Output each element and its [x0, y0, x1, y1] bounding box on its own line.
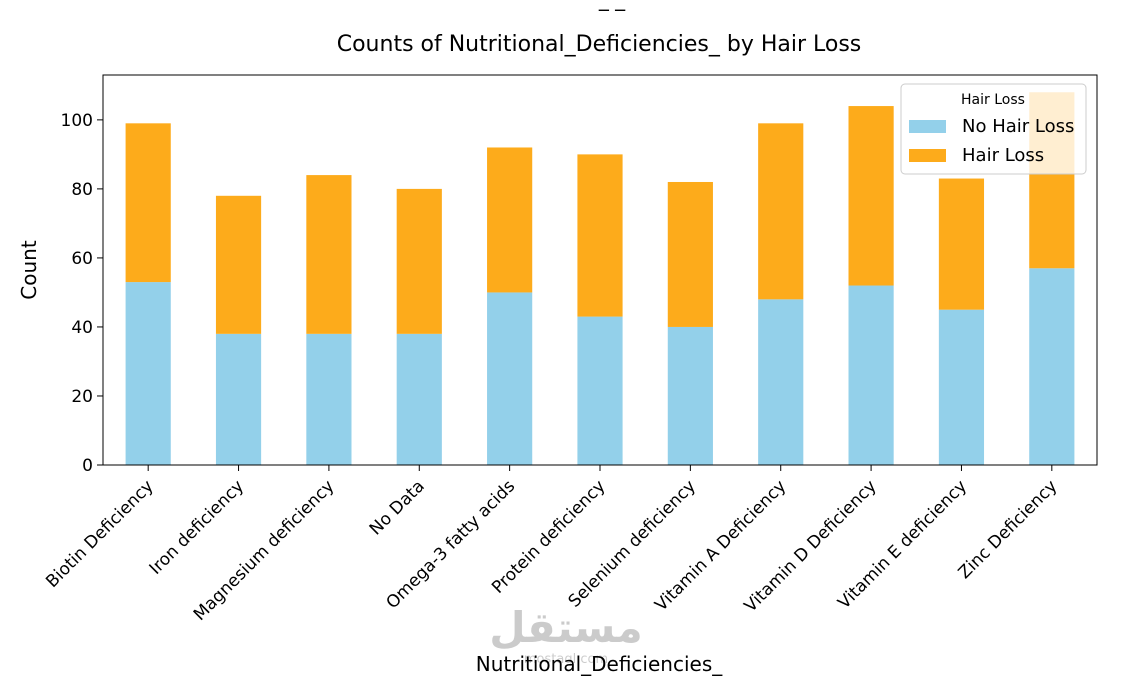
bar-no-hair-loss-no-data: [396, 333, 442, 465]
legend: Hair Loss No Hair Loss Hair Loss: [900, 83, 1087, 175]
y-tick-label: 80: [71, 180, 93, 200]
bar-no-hair-loss-vitamin-d-deficiency: [848, 285, 894, 465]
x-axis-label: Nutritional_Deficiencies_: [476, 652, 723, 676]
bar-hair-loss-iron-deficiency: [215, 195, 262, 334]
bar-hair-loss-magnesium-deficiency: [306, 175, 352, 334]
bar-hair-loss-omega-3-fatty-acids: [487, 147, 533, 293]
chart-title: Counts of Nutritional_Deficiencies_ by H…: [337, 32, 862, 57]
x-tick-label-iron-deficiency: Iron deficiency: [146, 476, 248, 578]
y-tick-label: 0: [82, 456, 93, 476]
y-tick-label: 20: [71, 387, 93, 407]
bars-group: [125, 92, 1075, 465]
x-tick-label-biotin-deficiency: Biotin Deficiency: [42, 476, 157, 591]
legend-label-no-hair-loss: No Hair Loss: [962, 116, 1074, 137]
y-tick-label: 100: [61, 111, 93, 131]
bar-no-hair-loss-magnesium-deficiency: [306, 333, 352, 465]
bar-hair-loss-no-data: [396, 188, 442, 334]
legend-title: Hair Loss: [961, 92, 1025, 108]
x-tick-label-zinc-deficiency: Zinc Deficiency: [955, 476, 1062, 583]
watermark: مستقل mostaql.com: [489, 603, 643, 667]
legend-label-hair-loss: Hair Loss: [962, 145, 1044, 166]
bar-no-hair-loss-vitamin-a-deficiency: [758, 299, 804, 465]
watermark-text: مستقل: [489, 603, 643, 652]
bar-no-hair-loss-selenium-deficiency: [667, 326, 713, 465]
bar-no-hair-loss-vitamin-e-deficiency: [938, 309, 985, 465]
bar-no-hair-loss-biotin-deficiency: [125, 282, 171, 465]
watermark-subtext: mostaql.com: [524, 652, 608, 667]
bar-no-hair-loss-omega-3-fatty-acids: [487, 292, 533, 465]
bar-no-hair-loss-zinc-deficiency: [1029, 268, 1075, 465]
bar-hair-loss-selenium-deficiency: [667, 181, 713, 327]
bar-hair-loss-vitamin-d-deficiency: [848, 106, 894, 286]
y-tick-label: 60: [71, 249, 93, 269]
legend-swatch-hair-loss: [909, 149, 946, 162]
bar-no-hair-loss-protein-deficiency: [577, 316, 623, 465]
bar-no-hair-loss-iron-deficiency: [215, 333, 262, 465]
bar-hair-loss-protein-deficiency: [577, 154, 623, 317]
bar-hair-loss-vitamin-e-deficiency: [938, 178, 985, 310]
y-axis-label: Count: [17, 240, 41, 300]
y-axis: 0 20 40 60 80 100: [61, 111, 103, 476]
bar-hair-loss-biotin-deficiency: [125, 123, 171, 283]
y-tick-label: 40: [71, 318, 93, 338]
legend-box: [900, 83, 1087, 175]
x-tick-label-no-data: No Data: [366, 476, 429, 539]
bar-hair-loss-vitamin-a-deficiency: [758, 123, 804, 300]
title-fragment: _ _: [598, 0, 626, 11]
legend-swatch-no-hair-loss: [909, 120, 946, 133]
